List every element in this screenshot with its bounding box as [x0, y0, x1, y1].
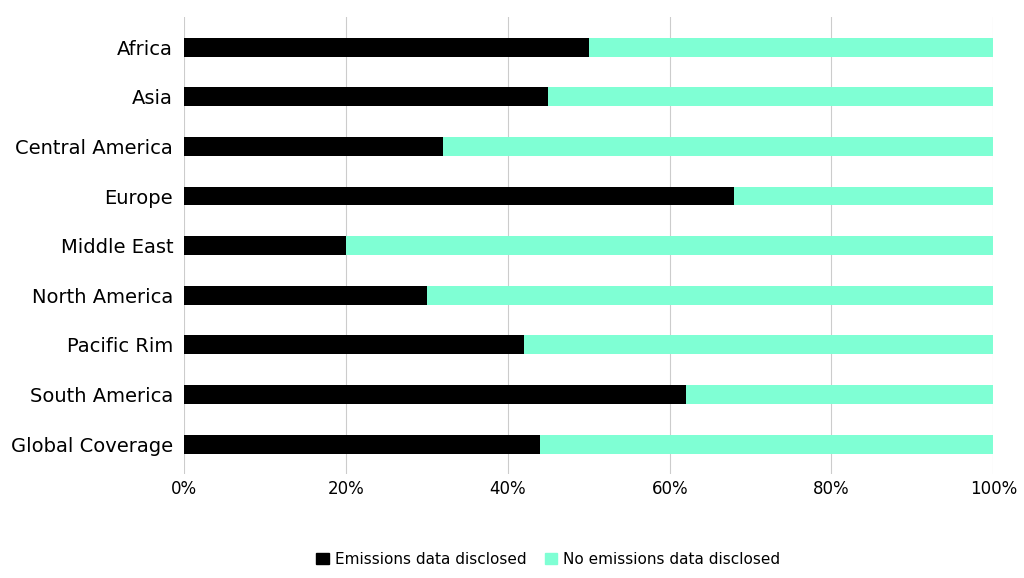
Bar [686, 385, 993, 404]
Bar [184, 38, 589, 57]
Legend: Emissions data disclosed, No emissions data disclosed: Emissions data disclosed, No emissions d… [316, 552, 780, 567]
Bar [427, 286, 993, 305]
Bar [184, 87, 549, 106]
Bar [589, 38, 993, 57]
Bar [346, 236, 993, 255]
Bar [184, 187, 734, 205]
Bar [734, 187, 993, 205]
Bar [549, 87, 993, 106]
Bar [443, 137, 993, 156]
Bar [541, 435, 993, 454]
Bar [184, 236, 346, 255]
Bar [184, 286, 427, 305]
Bar [184, 435, 541, 454]
Bar [184, 335, 524, 354]
Bar [184, 137, 443, 156]
Bar [524, 335, 993, 354]
Bar [184, 385, 686, 404]
